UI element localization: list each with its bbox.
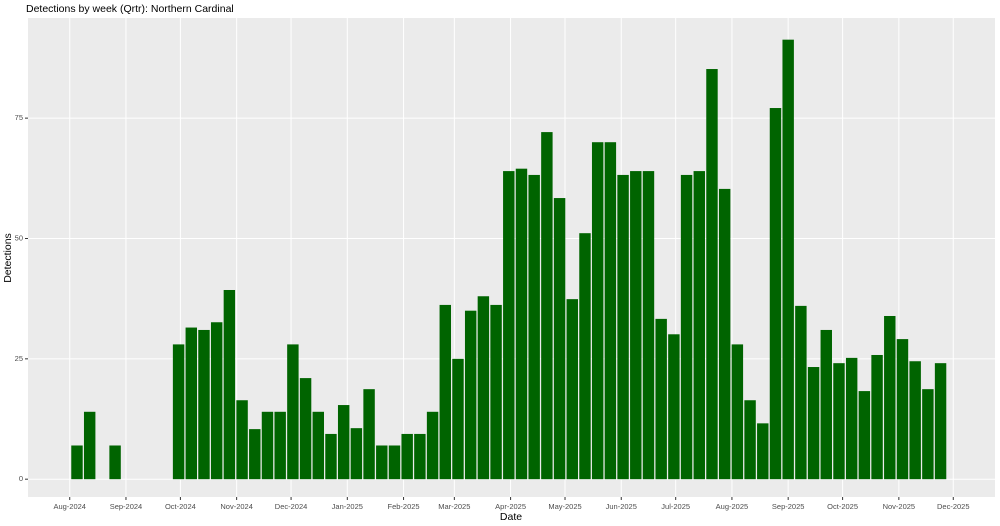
bar (464, 310, 477, 480)
bar (198, 329, 210, 480)
x-tick-label: Aug-2025 (716, 502, 749, 511)
bar (706, 69, 718, 480)
bar (833, 363, 845, 480)
bar (299, 378, 312, 480)
y-tick-label: 50 (15, 233, 23, 242)
bar (845, 357, 858, 480)
bar (401, 433, 413, 480)
chart-title: Detections by week (Qrtr): Northern Card… (26, 3, 234, 15)
x-tick-label: Dec-2025 (937, 502, 970, 511)
bar (83, 411, 96, 480)
bar (922, 389, 934, 480)
bar (528, 174, 540, 480)
bar (934, 363, 947, 480)
bar (109, 445, 121, 480)
x-tick-label: Dec-2024 (275, 502, 308, 511)
bar (795, 305, 807, 480)
bar (185, 327, 197, 480)
bar (414, 433, 426, 480)
y-axis-label: Detections (2, 233, 14, 283)
bar (172, 344, 185, 480)
bar (503, 171, 515, 480)
x-tick-label: Oct-2024 (165, 502, 196, 511)
bar (274, 411, 286, 480)
bar (744, 400, 756, 480)
bar (566, 299, 578, 480)
bar (604, 142, 617, 480)
bar (337, 405, 350, 480)
bar (731, 344, 744, 480)
bar (287, 344, 299, 480)
bar (388, 445, 401, 480)
bar (617, 174, 629, 480)
bar (325, 433, 337, 480)
x-tick-label: Sep-2025 (772, 502, 805, 511)
x-tick-label: Jun-2025 (606, 502, 637, 511)
bar (541, 132, 553, 480)
y-tick-label: 25 (15, 354, 23, 363)
x-tick-label: Apr-2025 (495, 502, 526, 511)
bar (223, 289, 236, 480)
bar (871, 354, 883, 480)
bar (261, 411, 274, 480)
bar (210, 322, 223, 480)
x-tick-label: Mar-2025 (438, 502, 470, 511)
bar (782, 39, 794, 480)
bar (630, 171, 642, 480)
bar (376, 445, 388, 480)
bar (490, 304, 502, 480)
bar (363, 389, 375, 480)
bar (820, 329, 832, 480)
bar (896, 339, 909, 480)
bar (884, 315, 896, 480)
bar (591, 142, 604, 480)
x-axis-label: Date (500, 511, 522, 523)
bar (350, 428, 363, 480)
x-tick-label: Aug-2024 (53, 502, 86, 511)
x-tick-label: Jul-2025 (661, 502, 690, 511)
x-tick-label: Sep-2024 (110, 502, 143, 511)
x-tick-label: Nov-2025 (883, 502, 916, 511)
bar (858, 391, 871, 480)
x-tick-label: May-2025 (548, 502, 581, 511)
bar (642, 171, 655, 480)
bar (655, 318, 667, 480)
bar (452, 358, 464, 480)
bar (553, 198, 566, 480)
bar (718, 188, 731, 480)
bar (807, 367, 820, 480)
bar (426, 411, 439, 480)
bar (249, 429, 261, 480)
x-tick-label: Jan-2025 (332, 502, 363, 511)
bar (477, 296, 490, 480)
bar (579, 233, 591, 480)
bar (769, 108, 782, 480)
x-tick-label: Oct-2025 (827, 502, 858, 511)
bar (757, 423, 769, 480)
bar (693, 171, 705, 480)
bar (236, 400, 248, 480)
bar (312, 411, 324, 480)
bar (680, 174, 693, 480)
x-tick-label: Feb-2025 (387, 502, 419, 511)
bar (439, 304, 451, 480)
x-tick-label: Nov-2024 (220, 502, 253, 511)
y-tick-label: 0 (19, 474, 23, 483)
bar (668, 334, 680, 480)
bar (909, 361, 921, 480)
y-tick-label: 75 (15, 113, 23, 122)
bar (71, 445, 83, 480)
bar (515, 168, 528, 480)
